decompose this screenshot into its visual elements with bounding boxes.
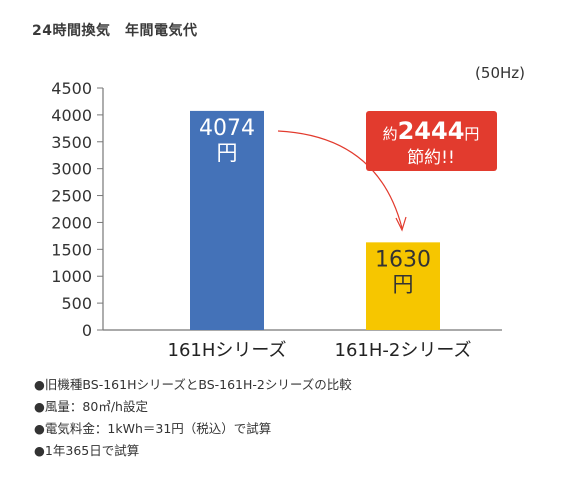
note-item: ●旧機種BS-161HシリーズとBS-161H-2シリーズの比較	[34, 377, 352, 392]
x-tick-label: 161H-2シリーズ	[335, 340, 472, 361]
data-label-value: 4074	[199, 116, 255, 141]
unit-label: (50Hz)	[475, 64, 525, 82]
y-tick-label: 2000	[51, 213, 92, 232]
chart-title: 24時間換気 年間電気代	[32, 23, 198, 39]
bar-chart: (50Hz) 0 500 1000 1500 2000 2500 3000 3500 4000 45…	[51, 64, 525, 361]
data-label-unit: 円	[217, 141, 238, 165]
y-tick-label: 0	[82, 321, 92, 340]
y-tick-label: 4000	[51, 106, 92, 125]
y-tick-label: 2500	[51, 187, 92, 206]
bar	[366, 242, 440, 330]
note-item: ●風量：80㎥/h設定	[34, 399, 148, 414]
savings-amount: 約2444円	[383, 117, 480, 145]
x-tick-label: 161Hシリーズ	[168, 340, 287, 361]
y-tick-label: 3000	[51, 160, 92, 179]
note-item: ●1年365日で試算	[34, 443, 140, 458]
data-label-value: 1630	[375, 247, 431, 272]
savings-arrow	[277, 130, 403, 229]
y-tick-label: 1500	[51, 240, 92, 259]
savings-callout	[366, 111, 497, 171]
data-label-unit: 円	[393, 272, 414, 296]
savings-caption: 節約!!	[407, 148, 455, 168]
y-tick-label: 4500	[51, 79, 92, 98]
note-item: ●電気料金：1kWh＝31円（税込）で試算	[34, 421, 272, 436]
notes-list: ●旧機種BS-161HシリーズとBS-161H-2シリーズの比較 ●風量：80㎥…	[34, 374, 352, 462]
y-tick-label: 1000	[51, 267, 92, 286]
y-tick-label: 500	[61, 294, 92, 313]
savings-arrow-head	[395, 216, 407, 232]
y-tick-label: 3500	[51, 133, 92, 152]
bar	[190, 110, 264, 330]
